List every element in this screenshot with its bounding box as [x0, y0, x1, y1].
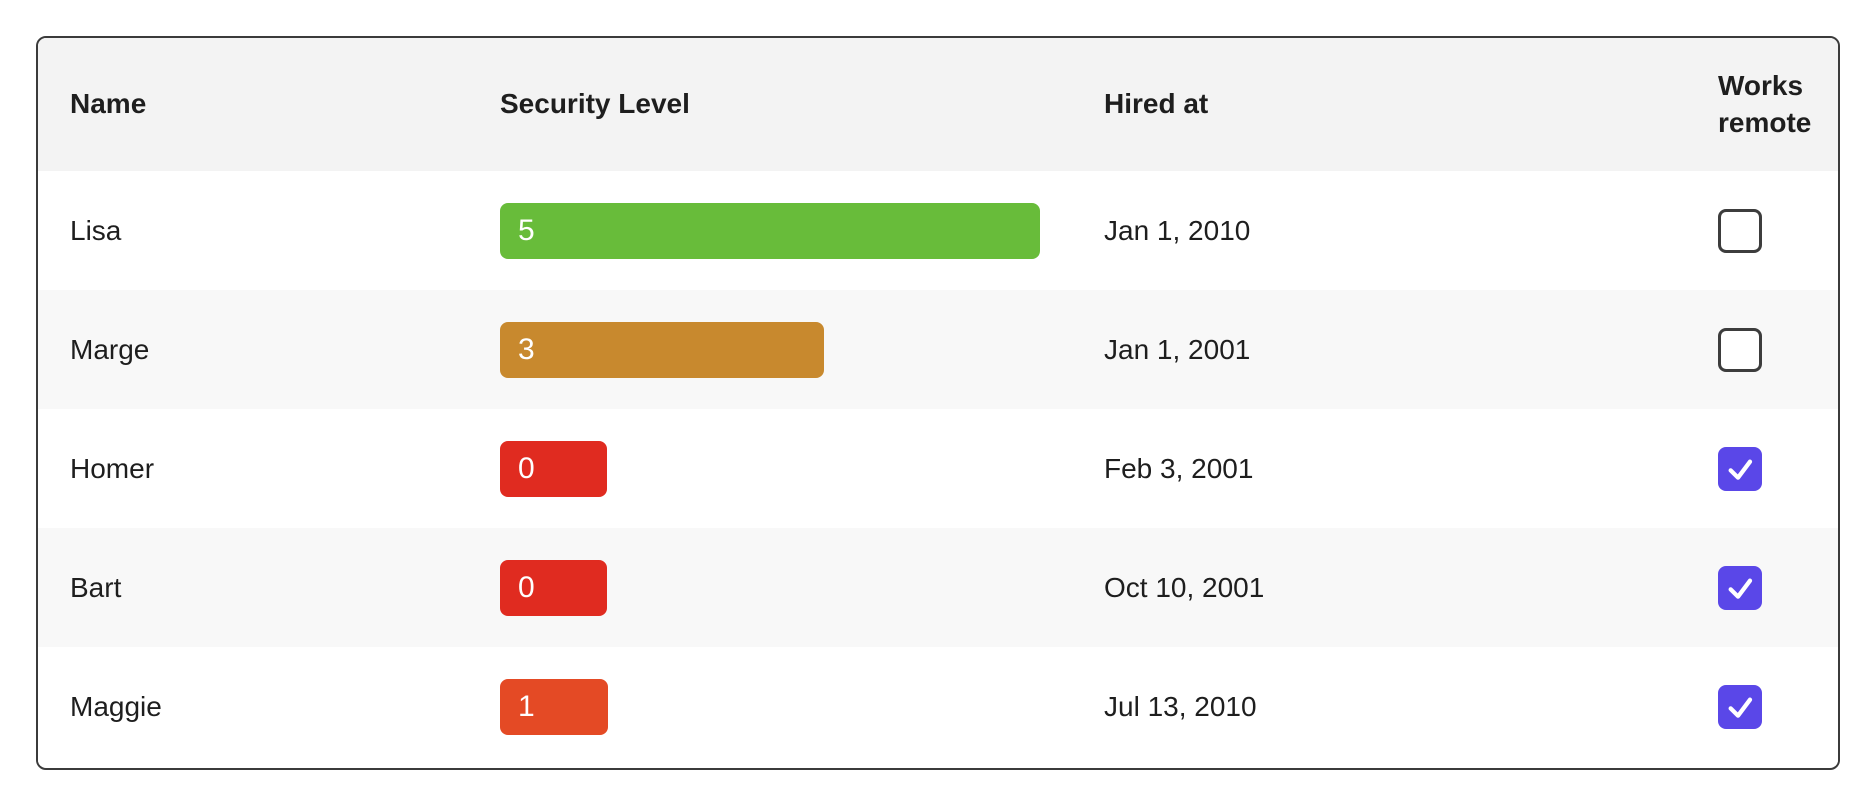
hired-at-date: Jan 1, 2010 — [1104, 214, 1251, 246]
check-icon — [1728, 459, 1753, 480]
works-remote-checkbox[interactable] — [1718, 208, 1762, 253]
employee-table: Name Security Level Hired at Works remot… — [36, 36, 1840, 770]
employee-name: Lisa — [70, 214, 122, 246]
column-header-hired-at: Hired at — [1104, 88, 1209, 120]
hired-at-date: Feb 3, 2001 — [1104, 452, 1254, 484]
column-header-works-remote: Works remote — [1718, 70, 1812, 138]
security-level-bar: 0 — [500, 440, 607, 497]
employee-name: Maggie — [70, 690, 162, 722]
table-body: Lisa 5 Jan 1, 2010 Marge 3 Jan 1, 2001 H… — [38, 171, 1838, 766]
security-level-bar: 5 — [500, 202, 1040, 259]
works-remote-checkbox[interactable] — [1718, 684, 1762, 729]
table-row: Bart 0 Oct 10, 2001 — [38, 528, 1838, 647]
works-remote-checkbox[interactable] — [1718, 327, 1762, 372]
security-level-bar: 0 — [500, 559, 607, 616]
table-row: Marge 3 Jan 1, 2001 — [38, 290, 1838, 409]
check-icon — [1728, 697, 1753, 718]
table-row: Maggie 1 Jul 13, 2010 — [38, 647, 1838, 766]
employee-name: Marge — [70, 333, 150, 365]
employee-name: Homer — [70, 452, 155, 484]
column-header-security-level: Security Level — [500, 88, 690, 120]
security-level-bar: 3 — [500, 321, 824, 378]
employee-name: Bart — [70, 571, 122, 603]
works-remote-checkbox[interactable] — [1718, 446, 1762, 491]
security-level-bar: 1 — [500, 678, 608, 735]
column-header-name: Name — [70, 88, 147, 120]
hired-at-date: Jan 1, 2001 — [1104, 333, 1251, 365]
hired-at-date: Jul 13, 2010 — [1104, 690, 1257, 722]
check-icon — [1728, 578, 1753, 599]
works-remote-checkbox[interactable] — [1718, 565, 1762, 610]
table-row: Lisa 5 Jan 1, 2010 — [38, 171, 1838, 290]
table-header: Name Security Level Hired at Works remot… — [38, 38, 1838, 171]
table-row: Homer 0 Feb 3, 2001 — [38, 409, 1838, 528]
hired-at-date: Oct 10, 2001 — [1104, 571, 1265, 603]
